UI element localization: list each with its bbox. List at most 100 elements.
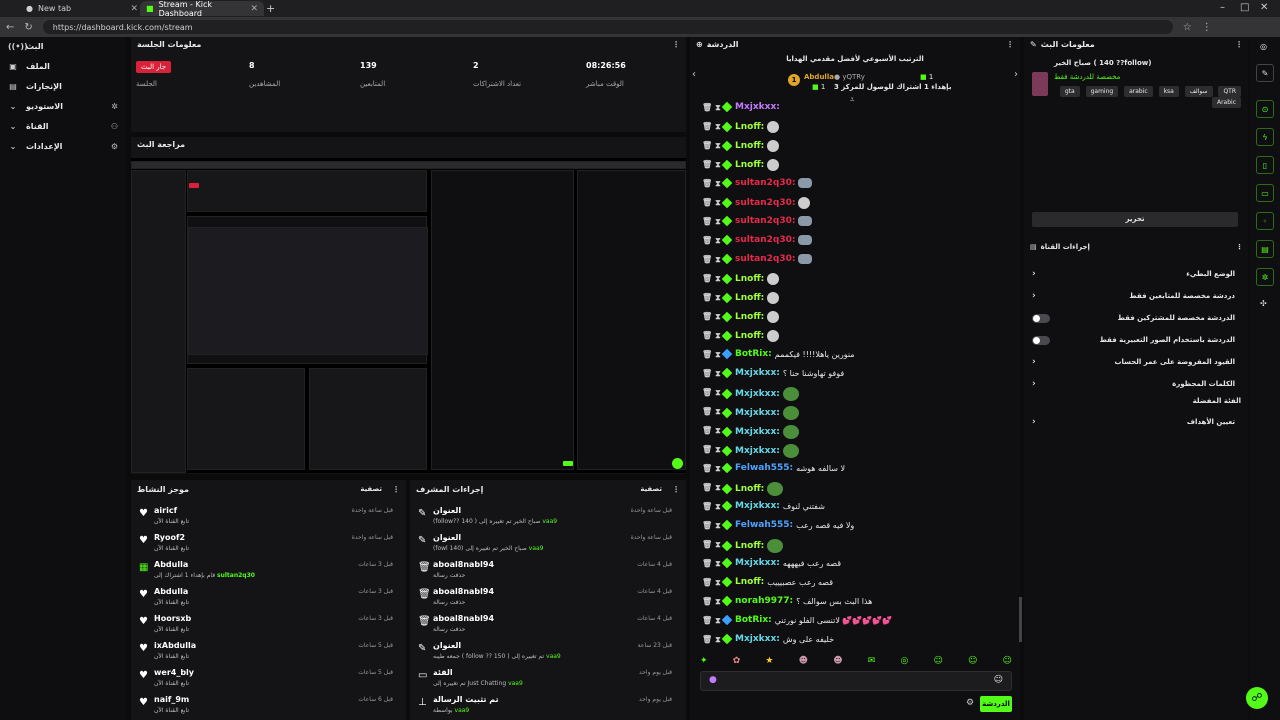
chat-username[interactable]: Mxjxkxx:: [735, 389, 780, 399]
broadcast-icon[interactable]: ◦: [1256, 212, 1274, 230]
activity-username[interactable]: Abdulla: [154, 587, 189, 596]
emote-5-icon[interactable]: ☻: [833, 656, 843, 666]
stream-preview-video[interactable]: [131, 158, 686, 473]
chat-username[interactable]: Mxjxkxx:: [735, 427, 780, 437]
nav-item-channel[interactable]: ⌄ القناة ⚇: [0, 117, 126, 135]
set-goals-option[interactable]: › تعيين الأهداف: [1024, 411, 1249, 433]
leader-name[interactable]: Abdulla: [804, 73, 834, 81]
activity-username[interactable]: ixAbdulla: [154, 641, 197, 650]
nav-item-file[interactable]: ▣ الملف: [0, 57, 126, 75]
record-icon[interactable]: ⊙: [1256, 100, 1274, 118]
nav-item-settings[interactable]: ⌄ الإعدادات ⚙: [0, 137, 126, 155]
mod-tools-icon[interactable]: 🗑⧗: [702, 312, 724, 321]
banned-words-option[interactable]: › الكلمات المحظورة: [1024, 373, 1249, 395]
chat-username[interactable]: sultan2q30:: [735, 254, 796, 264]
mic-icon[interactable]: ●: [709, 675, 717, 685]
chat-username[interactable]: BotRix:: [735, 349, 772, 359]
stream-category[interactable]: مخصصة للدردشة فقط: [1054, 73, 1121, 81]
activity-username[interactable]: Abdulla: [154, 560, 189, 569]
mod-tools-icon[interactable]: 🗑⧗: [702, 331, 724, 340]
more-icon[interactable]: ⋮: [672, 484, 680, 494]
mod-tools-icon[interactable]: 🗑⧗: [702, 274, 724, 283]
prev-arrow-icon[interactable]: ‹: [692, 69, 696, 80]
emote-6-icon[interactable]: ✉: [867, 656, 876, 666]
chat-username[interactable]: sultan2q30:: [735, 198, 796, 208]
tab-new-tab[interactable]: ● New tab ✕: [20, 1, 144, 16]
mod-tools-icon[interactable]: 🗑⧗: [702, 597, 724, 606]
activity-highlight[interactable]: sultan2q30: [217, 572, 255, 579]
mod-tools-icon[interactable]: 🗑⧗: [702, 616, 724, 625]
mod-highlight[interactable]: vaa9: [546, 653, 561, 660]
mod-action-name[interactable]: aboal8nabl94: [433, 614, 495, 623]
layout-icon[interactable]: ▤: [1256, 240, 1274, 258]
followers-only-option[interactable]: › دردشة مخصصة للمتابعين فقط: [1024, 285, 1249, 307]
mod-tools-icon[interactable]: 🗑⧗: [702, 141, 724, 150]
chat-username[interactable]: Lnoff:: [735, 293, 765, 303]
more-icon[interactable]: ⋮: [1006, 39, 1014, 49]
chat-username[interactable]: Lnoff:: [735, 141, 765, 151]
edit-icon[interactable]: ✎: [1256, 64, 1274, 82]
chat-username[interactable]: Lnoff:: [735, 541, 765, 551]
account-age-option[interactable]: › القيود المفروضة على عمر الحساب: [1024, 351, 1249, 373]
mod-tools-icon[interactable]: 🗑⧗: [702, 388, 724, 397]
more-icon[interactable]: ⋮: [1236, 243, 1243, 251]
mod-highlight[interactable]: vaa9: [454, 707, 470, 714]
emote-8-icon[interactable]: ☺: [933, 656, 943, 666]
mod-tools-icon[interactable]: 🗑⧗: [702, 521, 724, 530]
mod-tools-icon[interactable]: 🗑⧗: [702, 559, 724, 568]
mod-tools-icon[interactable]: 🗑⧗: [702, 578, 724, 587]
chat-username[interactable]: sultan2q30:: [735, 216, 796, 226]
mod-tools-icon[interactable]: 🗑⧗: [702, 236, 724, 245]
chat-settings-icon[interactable]: ⚙: [966, 698, 975, 708]
nav-item-studio[interactable]: ⌄ الاستوديو ✲: [0, 97, 126, 115]
mod-tools-icon[interactable]: 🗑⧗: [702, 635, 724, 644]
chat-username[interactable]: sultan2q30:: [735, 235, 796, 245]
chat-username[interactable]: Mxjxkxx:: [735, 408, 780, 418]
subscribers-only-toggle[interactable]: [1032, 313, 1050, 323]
emote-7-icon[interactable]: ◎: [900, 656, 909, 666]
chat-username[interactable]: sultan2q30:: [735, 178, 796, 188]
send-chat-button[interactable]: الدردشة: [980, 696, 1012, 712]
mod-tools-icon[interactable]: 🗑⧗: [702, 426, 724, 435]
chat-popout-icon[interactable]: ⊕: [696, 39, 703, 49]
emote-3-icon[interactable]: ★: [765, 656, 774, 666]
mod-action-name[interactable]: aboal8nabl94: [433, 587, 495, 596]
emote-1-icon[interactable]: ✦: [700, 656, 708, 666]
emote-9-icon[interactable]: ☺: [968, 656, 978, 666]
mod-tools-icon[interactable]: 🗑⧗: [702, 445, 724, 454]
activity-username[interactable]: Ryoof2: [154, 533, 186, 542]
emoji-icon[interactable]: ☺: [993, 675, 1003, 685]
address-bar[interactable]: https://dashboard.kick.com/stream: [42, 20, 1173, 34]
rail-icon[interactable]: ◎: [1260, 42, 1267, 51]
menu-icon[interactable]: ⋮: [1201, 21, 1212, 33]
activity-username[interactable]: Hoorsxb: [154, 614, 192, 623]
document-icon[interactable]: ▯: [1256, 156, 1274, 174]
mod-tools-icon[interactable]: 🗑⧗: [702, 464, 724, 473]
emotes-only-toggle[interactable]: [1032, 335, 1050, 345]
emote-10-icon[interactable]: ☺: [1002, 656, 1012, 666]
pin-filter-icon[interactable]: ⩡: [850, 95, 855, 104]
back-icon[interactable]: ←: [6, 21, 15, 33]
filter-button[interactable]: تصفية: [640, 485, 662, 493]
chat-username[interactable]: norah9977:: [735, 596, 794, 606]
chat-username[interactable]: Felwah555:: [735, 463, 794, 473]
slow-mode-option[interactable]: › الوضع البطيء: [1024, 263, 1249, 285]
mod-tools-icon[interactable]: 🗑⧗: [702, 407, 724, 416]
tab-kick-dashboard[interactable]: ■ Stream - Kick Dashboard ✕: [140, 0, 264, 18]
mod-tools-icon[interactable]: 🗑⧗: [702, 255, 724, 264]
more-icon[interactable]: ⋮: [672, 39, 680, 49]
help-fab-button[interactable]: ☍: [1246, 687, 1268, 709]
mod-highlight[interactable]: vaa9: [528, 545, 544, 552]
chat-username[interactable]: Lnoff:: [735, 312, 765, 322]
chat-input[interactable]: ● ☺: [700, 671, 1012, 691]
chat-username[interactable]: Mxjxkxx:: [735, 634, 780, 644]
chat-username[interactable]: BotRix:: [735, 615, 772, 625]
minimize-icon[interactable]: –: [1220, 2, 1225, 13]
close-window-icon[interactable]: ✕: [1260, 2, 1269, 13]
reload-icon[interactable]: ↻: [24, 21, 33, 33]
emote-2-icon[interactable]: ✿: [732, 656, 741, 666]
star-icon[interactable]: ☆: [1182, 21, 1192, 33]
more-icon[interactable]: ⋮: [1235, 39, 1243, 49]
activity-username[interactable]: wer4_bly: [154, 668, 195, 677]
mod-highlight[interactable]: vaa9: [542, 518, 558, 525]
